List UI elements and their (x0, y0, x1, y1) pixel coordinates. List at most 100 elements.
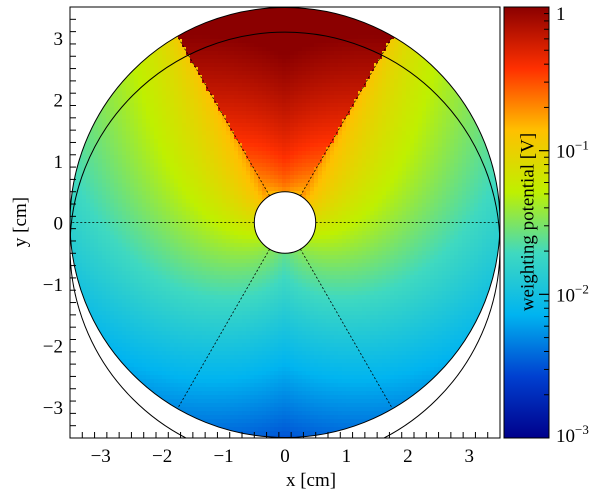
heatmap (70, 7, 500, 438)
heatmap-cell (178, 211, 183, 216)
heatmap-cell (330, 147, 335, 152)
heatmap-cell (402, 95, 407, 100)
heatmap-cell (362, 79, 367, 84)
heatmap-cell (198, 131, 203, 136)
heatmap-cell (350, 19, 355, 24)
heatmap-cell (126, 131, 131, 136)
heatmap-cell (442, 179, 447, 184)
heatmap-cell (398, 183, 403, 188)
heatmap-cell (310, 195, 315, 200)
heatmap-cell (238, 39, 243, 44)
heatmap-cell (234, 87, 239, 92)
heatmap-cell (370, 143, 375, 148)
heatmap-cell (314, 51, 319, 56)
heatmap-cell (334, 227, 339, 232)
heatmap-cell (90, 179, 95, 184)
heatmap-cell (334, 119, 339, 124)
heatmap-cell (270, 55, 275, 60)
heatmap-cell (410, 99, 415, 104)
heatmap-cell (302, 15, 307, 20)
heatmap-cell (490, 203, 495, 208)
heatmap-cell (438, 95, 443, 100)
heatmap-cell (466, 135, 471, 140)
heatmap-cell (122, 135, 127, 140)
heatmap-cell (178, 227, 183, 232)
heatmap-cell (374, 159, 379, 164)
heatmap-cell (394, 231, 399, 236)
heatmap-cell (162, 111, 167, 116)
heatmap-cell (130, 139, 135, 144)
heatmap-cell (478, 211, 483, 216)
heatmap-cell (414, 187, 419, 192)
heatmap-cell (270, 163, 275, 168)
heatmap-cell (82, 227, 87, 232)
heatmap-cell (314, 79, 319, 84)
heatmap-cell (370, 171, 375, 176)
heatmap-cell (74, 199, 79, 204)
heatmap-cell (318, 55, 323, 60)
heatmap-cell (374, 55, 379, 60)
heatmap-cell (254, 83, 259, 88)
heatmap-cell (198, 127, 203, 132)
heatmap-cell (234, 187, 239, 192)
heatmap-cell (422, 195, 427, 200)
heatmap-cell (326, 31, 331, 36)
heatmap-cell (218, 135, 223, 140)
heatmap-cell (342, 95, 347, 100)
heatmap-cell (386, 167, 391, 172)
heatmap-cell (382, 155, 387, 160)
heatmap-cell (290, 99, 295, 104)
heatmap-cell (250, 195, 255, 200)
heatmap-cell (338, 103, 343, 108)
heatmap-cell (322, 31, 327, 36)
heatmap-cell (318, 135, 323, 140)
heatmap-cell (326, 51, 331, 56)
heatmap-cell (218, 95, 223, 100)
heatmap-cell (294, 75, 299, 80)
heatmap-cell (242, 155, 247, 160)
heatmap-cell (258, 107, 263, 112)
heatmap-cell (278, 67, 283, 72)
heatmap-cell (474, 187, 479, 192)
heatmap-cell (326, 143, 331, 148)
heatmap-cell (146, 159, 151, 164)
heatmap-cell (394, 183, 399, 188)
heatmap-cell (86, 179, 91, 184)
heatmap-cell (242, 179, 247, 184)
heatmap-cell (342, 123, 347, 128)
heatmap-cell (262, 107, 267, 112)
heatmap-cell (422, 91, 427, 96)
heatmap-cell (366, 191, 371, 196)
heatmap-cell (90, 207, 95, 212)
heatmap-cell (430, 191, 435, 196)
heatmap-cell (258, 27, 263, 32)
heatmap-cell (298, 51, 303, 56)
heatmap-cell (414, 99, 419, 104)
heatmap-cell (238, 151, 243, 156)
heatmap-cell (102, 111, 107, 116)
heatmap-cell (330, 123, 335, 128)
heatmap-cell (366, 107, 371, 112)
heatmap-cell (454, 123, 459, 128)
heatmap-cell (302, 183, 307, 188)
heatmap-cell (198, 207, 203, 212)
heatmap-cell (342, 159, 347, 164)
heatmap-cell (482, 215, 487, 220)
heatmap-cell (386, 207, 391, 212)
heatmap-cell (230, 183, 235, 188)
heatmap-cell (146, 83, 151, 88)
heatmap-cell (358, 147, 363, 152)
heatmap-cell (358, 211, 363, 216)
heatmap-cell (338, 207, 343, 212)
heatmap-cell (150, 79, 155, 84)
heatmap-cell (226, 147, 231, 152)
heatmap-cell (350, 159, 355, 164)
heatmap-cell (274, 167, 279, 172)
heatmap-cell (154, 147, 159, 152)
heatmap-cell (474, 175, 479, 180)
heatmap-cell (226, 227, 231, 232)
heatmap-cell (114, 191, 119, 196)
heatmap-cell (346, 47, 351, 52)
heatmap-cell (374, 127, 379, 132)
heatmap-cell (218, 67, 223, 72)
